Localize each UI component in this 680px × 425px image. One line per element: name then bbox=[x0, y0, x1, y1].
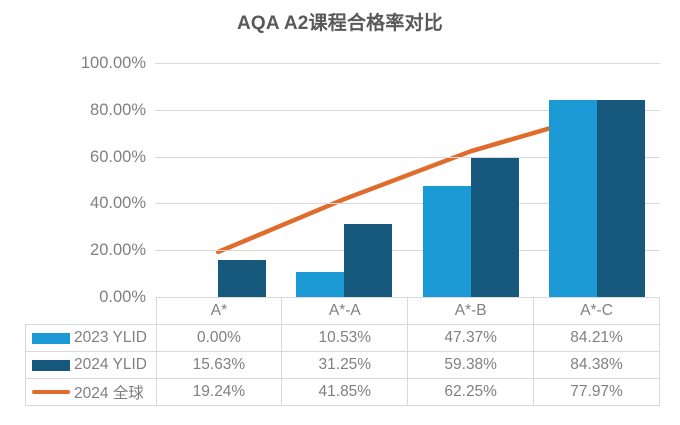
legend-entry-wrap: 2024 全球 bbox=[26, 381, 152, 403]
bar-group bbox=[548, 63, 645, 297]
table-value-cell: 84.38% bbox=[533, 351, 660, 379]
bar bbox=[344, 223, 393, 297]
bar-group bbox=[170, 63, 267, 297]
table-value-cell: 62.25% bbox=[407, 378, 535, 406]
line-path bbox=[215, 112, 600, 255]
legend-bar-swatch-icon bbox=[32, 359, 70, 371]
data-table: A* A*-A A*-B A*-C 2023 YLID 0.00% 10.53% 47.37%… bbox=[25, 297, 660, 406]
bar bbox=[218, 260, 267, 297]
table-corner-cell bbox=[26, 298, 157, 325]
gridline bbox=[155, 203, 660, 205]
y-axis-tick-label: 100.00% bbox=[80, 53, 146, 72]
table-row: 2024 全球 19.24% 41.85% 62.25% 77.97% bbox=[25, 378, 660, 406]
bar bbox=[596, 99, 645, 297]
table-value-cell: 41.85% bbox=[281, 378, 409, 406]
y-axis-tick-label: 80.00% bbox=[90, 100, 146, 119]
table-category-row: A* A*-A A*-B A*-C bbox=[26, 297, 660, 325]
table-category-header: A*-C bbox=[533, 297, 660, 325]
y-axis-tick-label: 40.00% bbox=[90, 194, 146, 213]
table-value-cell: 47.37% bbox=[407, 324, 535, 352]
table-value-cell: 0.00% bbox=[155, 324, 283, 352]
table-row: 2023 YLID 0.00% 10.53% 47.37% 84.21% bbox=[25, 324, 660, 352]
legend-entry[interactable]: 2024 YLID bbox=[25, 351, 157, 379]
plot-area bbox=[155, 63, 660, 298]
bar bbox=[470, 158, 519, 297]
data-table-body: A* A*-A A*-B A*-C 2023 YLID 0.00% 10.53% 47.37%… bbox=[25, 297, 660, 406]
gridline bbox=[155, 63, 660, 64]
gridline bbox=[155, 250, 660, 252]
bar bbox=[548, 99, 597, 297]
legend-entry[interactable]: 2024 全球 bbox=[25, 378, 157, 406]
chart-title: AQA A2课程合格率对比 bbox=[237, 13, 443, 34]
legend-label: 2024 YLID bbox=[74, 356, 147, 373]
gridline bbox=[155, 156, 660, 158]
y-axis-tick-label: 0.00% bbox=[99, 287, 146, 306]
legend-entry[interactable]: 2023 YLID bbox=[25, 324, 157, 352]
table-value-cell: 15.63% bbox=[155, 351, 283, 379]
line-series-2024-global bbox=[215, 112, 600, 255]
bar-group bbox=[296, 63, 393, 297]
legend-entry-wrap: 2023 YLID bbox=[26, 329, 152, 347]
table-row: 2024 YLID 15.63% 31.25% 59.38% 84.38% bbox=[25, 351, 660, 379]
y-axis-tick-label: 20.00% bbox=[90, 240, 146, 259]
table-value-cell: 10.53% bbox=[281, 324, 409, 352]
legend-line-swatch-icon bbox=[32, 390, 70, 394]
table-value-cell: 19.24% bbox=[155, 378, 283, 406]
legend-entry-wrap: 2024 YLID bbox=[26, 356, 152, 374]
table-value-cell: 84.21% bbox=[533, 324, 660, 352]
table-category-header: A*-B bbox=[407, 297, 535, 325]
table-value-cell: 77.97% bbox=[533, 378, 660, 406]
y-axis: 100.00% 80.00% 60.00% 40.00% 20.00% 0.00% bbox=[5, 55, 155, 305]
bar-group bbox=[422, 63, 519, 297]
y-axis-tick-label: 60.00% bbox=[90, 147, 146, 166]
table-category-header: A*-A bbox=[281, 297, 409, 325]
table-category-header: A* bbox=[155, 297, 283, 325]
bar bbox=[296, 272, 345, 297]
table-value-cell: 31.25% bbox=[281, 351, 409, 379]
gridline bbox=[155, 109, 660, 111]
bar bbox=[422, 186, 471, 297]
table-value-cell: 59.38% bbox=[407, 351, 535, 379]
legend-label: 2024 全球 bbox=[74, 385, 144, 402]
legend-bar-swatch-icon bbox=[32, 332, 70, 344]
legend-label: 2023 YLID bbox=[74, 329, 147, 346]
